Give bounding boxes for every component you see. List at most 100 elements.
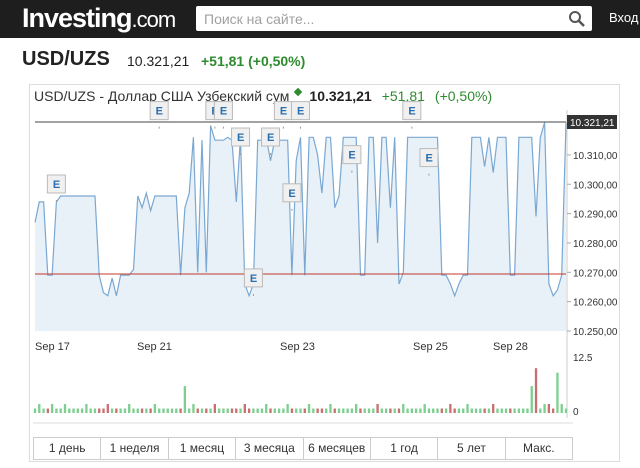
volume-bars (33, 368, 568, 413)
range-5y[interactable]: 5 лет (438, 438, 506, 459)
volume-bar (286, 404, 289, 413)
volume-bar (342, 408, 345, 413)
range-1d[interactable]: 1 день (34, 438, 102, 459)
event-label: E (280, 106, 287, 118)
event-marker (231, 127, 251, 147)
volume-bar (277, 408, 281, 413)
event-label: E (250, 273, 257, 285)
volume-bar (179, 408, 182, 413)
volume-bar (98, 408, 101, 413)
range-1m[interactable]: 1 месяц (168, 438, 237, 459)
volume-bar (307, 404, 311, 413)
y-axis: 10.310,00 10.300,00 10.290,00 10.280,00 10.2… (566, 110, 618, 418)
volume-bar (299, 408, 302, 413)
volume-bar (205, 408, 208, 413)
range-1w[interactable]: 1 неделя (101, 438, 169, 459)
volume-bar (444, 408, 448, 413)
volume-bar (483, 408, 486, 413)
volume-bar (320, 408, 324, 413)
investing-logo[interactable]: Investing.com (22, 3, 177, 34)
volume-bar (539, 408, 542, 413)
volume-bar (509, 408, 512, 413)
volume-bar (466, 404, 469, 413)
volume-bar (273, 408, 276, 413)
y-tick-label: 10.300,00 (573, 180, 618, 191)
volume-bar (295, 408, 298, 413)
event-label: E (156, 106, 163, 118)
pair-price: 10.321,21 (127, 53, 190, 69)
top-bar: Investing.com Вход (0, 0, 640, 38)
logo-domain: .com (131, 7, 177, 32)
volume-bar (213, 404, 217, 413)
volume-bar (487, 408, 491, 413)
last-price-tag (567, 115, 617, 129)
search-icon[interactable] (568, 10, 586, 28)
volume-bar (457, 408, 461, 413)
volume-bar (414, 408, 418, 413)
login-link[interactable]: Вход (609, 10, 639, 25)
volume-bar (406, 408, 409, 413)
volume-bar (427, 408, 431, 413)
volume-bar (260, 408, 264, 413)
volume-bar (474, 408, 478, 413)
volume-bar (106, 404, 109, 413)
volume-bar (63, 404, 67, 413)
price-line (34, 122, 567, 298)
logo-text: Investing (22, 3, 133, 33)
volume-bar (239, 408, 242, 413)
volume-bar (449, 404, 452, 413)
volume-bar (419, 408, 422, 413)
y-tick-label: 10.250,00 (573, 327, 618, 338)
event-label: E (288, 188, 295, 200)
x-tick-label: Sep 28 (493, 341, 528, 353)
event-marker (282, 183, 302, 203)
volume-bar (217, 408, 221, 413)
volume-bar (560, 404, 563, 413)
range-3m[interactable]: 3 месяца (236, 438, 304, 459)
search-input[interactable] (204, 10, 554, 27)
volume-bar (265, 404, 268, 413)
volume-bar (393, 408, 396, 413)
event-marker (261, 127, 281, 147)
volume-bar (312, 408, 315, 413)
pair-change: +51,81 (+0,50%) (201, 53, 306, 69)
event-marker (243, 268, 263, 288)
x-tick-label: Sep 23 (280, 341, 315, 353)
volume-bar (55, 408, 58, 413)
volume-bar (226, 408, 229, 413)
price-area (34, 122, 567, 331)
volume-bar (329, 404, 332, 413)
volume-bar (222, 408, 225, 413)
volume-bar (397, 408, 401, 413)
volume-bar (453, 408, 456, 413)
volume-bar (479, 408, 482, 413)
range-6m[interactable]: 6 месяцев (303, 438, 371, 459)
volume-bar (389, 408, 392, 413)
volume-bar (50, 404, 54, 413)
volume-bar (517, 408, 521, 413)
chart-change: +51,81 (381, 88, 425, 104)
volume-bar (115, 408, 118, 413)
volume-bar (119, 408, 122, 413)
volume-bar (269, 408, 272, 413)
volume-bar (33, 408, 37, 413)
volume-bar (123, 408, 127, 413)
volume-bar (170, 408, 174, 413)
volume-bar (209, 408, 212, 413)
volume-bar (423, 404, 426, 413)
chart-header: USD/UZS - Доллар США Узбекский сум 10.321… (34, 87, 492, 104)
volume-bar (282, 408, 285, 413)
volume-bar (359, 408, 362, 413)
volume-bar (333, 408, 336, 413)
volume-bar (547, 404, 551, 413)
volume-bar (402, 404, 405, 413)
pair-title: USD/UZS (22, 48, 110, 70)
range-1y[interactable]: 1 год (370, 438, 439, 459)
volume-bar (80, 408, 84, 413)
volume-bar (363, 408, 366, 413)
volume-bar (496, 408, 499, 413)
range-max[interactable]: Макс. (505, 438, 572, 459)
volume-bar (367, 408, 371, 413)
volume-bar (200, 408, 204, 413)
